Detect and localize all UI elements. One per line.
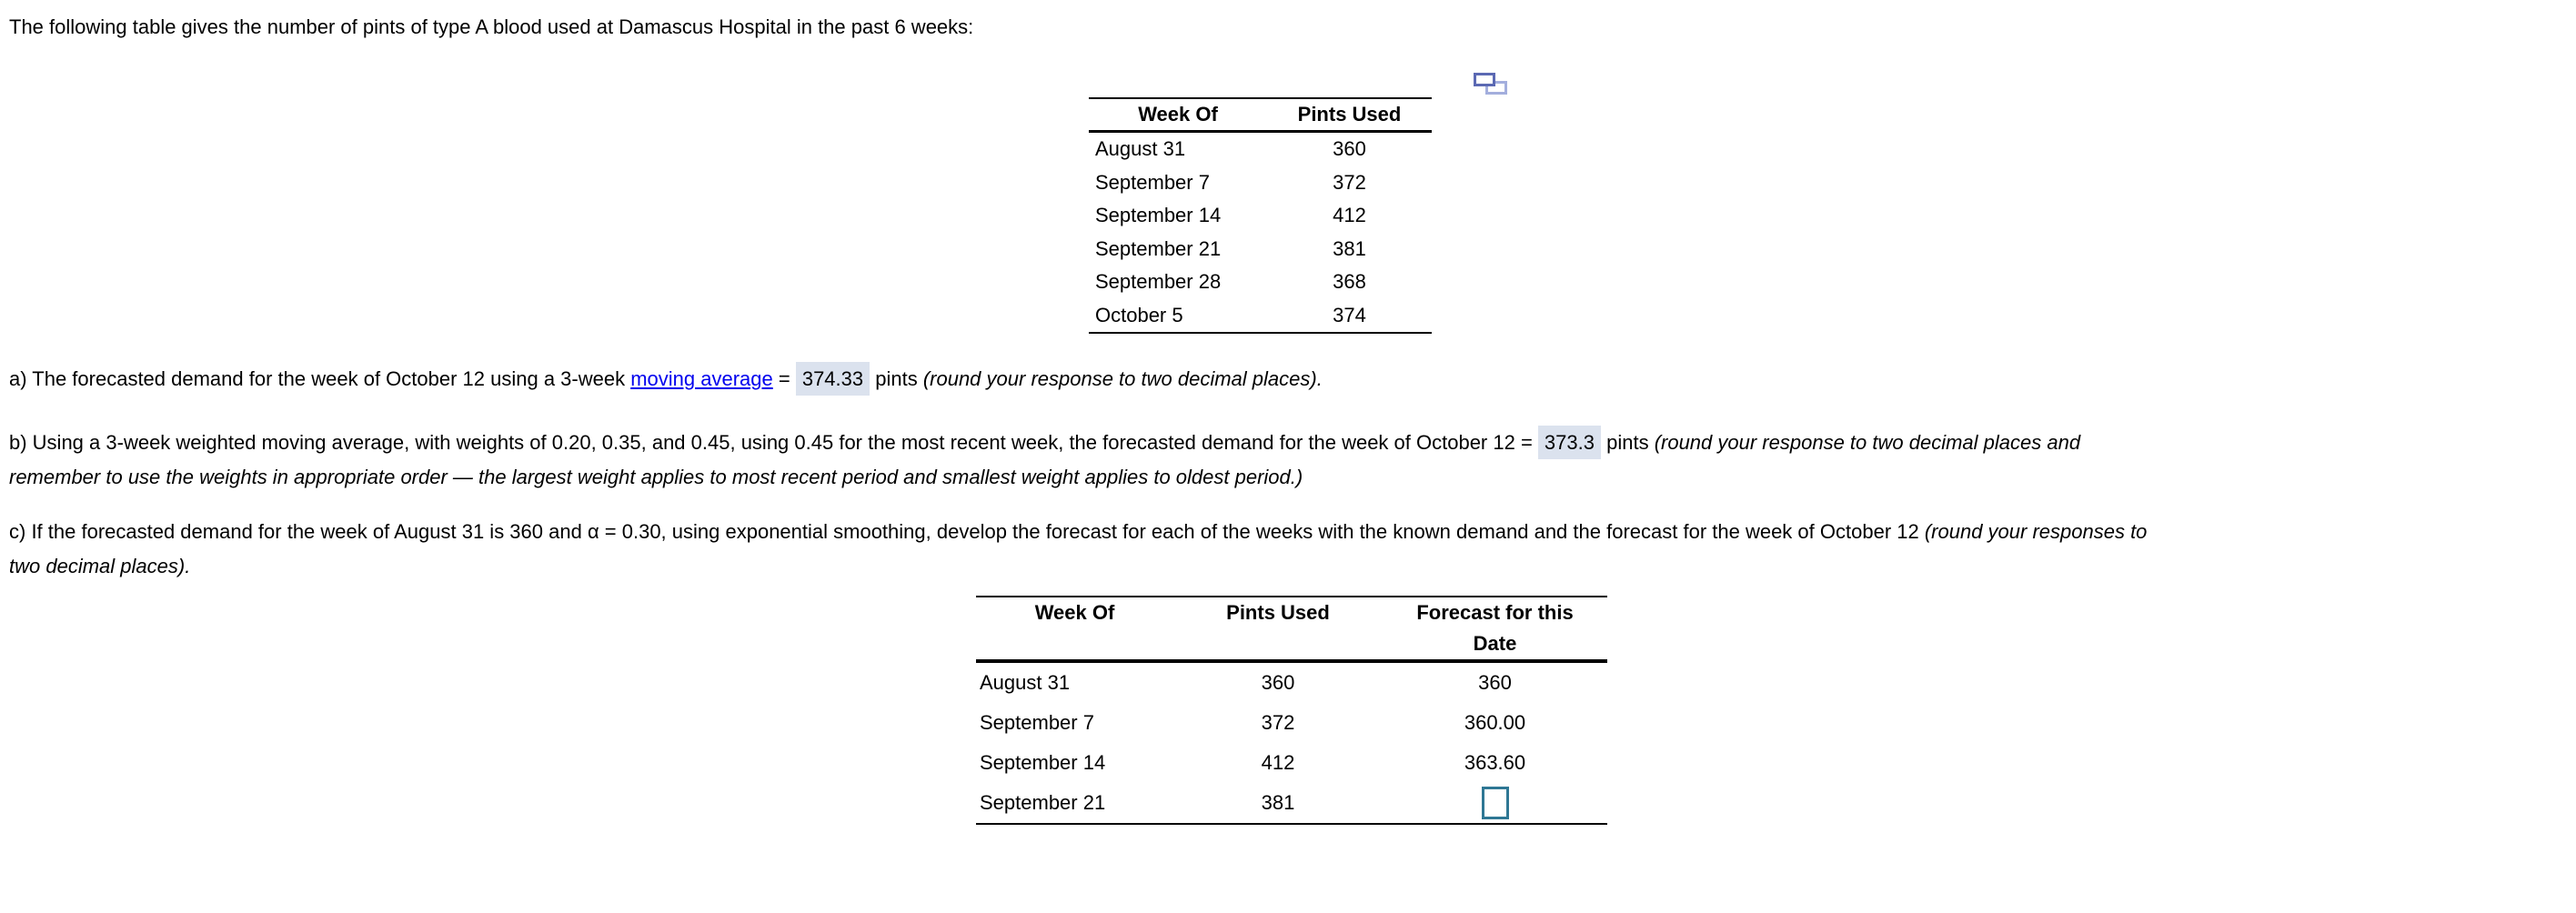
forecast-table: Week Of Pints Used Forecast for this Dat… [976,596,1607,825]
week-cell: September 7 [980,711,1094,734]
week-cell: October 5 [1095,303,1183,326]
table-row: September 21 381 [976,783,1607,823]
week-cell: September 14 [980,751,1106,774]
answer-field-b[interactable]: 373.3 [1537,426,1601,459]
part-a-text: a) The forecasted demand for the week of… [9,362,2576,396]
part-a-prefix: a) The forecasted demand for the week of… [9,367,631,390]
week-cell: September 28 [1095,270,1222,294]
week-cell: August 31 [980,671,1071,694]
forecast-cell [1383,787,1607,819]
pints-cell: 372 [1261,711,1295,734]
pints-used-header: Pints Used [1226,601,1330,624]
part-b-unit: pints [1600,431,1655,454]
part-c-text: c) If the forecasted demand for the week… [9,515,2576,584]
table-header-row: Week Of Pints Used [1089,99,1432,133]
part-a-note: (round your response to two decimal plac… [922,367,1323,390]
table-header-row: Week Of Pints Used Forecast for this Dat… [976,597,1607,663]
pints-cell: 412 [1261,751,1295,774]
table-row: August 31 360 [1089,133,1432,166]
table-row: September 14 412 [1089,199,1432,233]
pints-cell: 381 [1261,791,1295,814]
part-c-prefix: c) If the forecasted demand for the week… [9,520,1925,543]
pints-cell: 372 [1333,170,1366,194]
moving-average-link[interactable]: moving average [630,367,773,390]
pints-cell: 412 [1333,204,1366,227]
forecast-cell: 360.00 [1464,711,1526,734]
forecast-cell: 363.60 [1464,751,1526,774]
pints-used-header: Pints Used [1297,103,1402,125]
pints-cell: 360 [1333,137,1366,161]
question-intro: The following table gives the number of … [9,15,974,38]
week-cell: September 7 [1095,170,1210,194]
table-row: October 5 374 [1089,299,1432,333]
week-cell: August 31 [1095,137,1186,161]
part-c-note-line2: two decimal places). [9,555,191,577]
table-row: September 21 381 [1089,233,1432,266]
equals-sign: = [772,367,796,390]
part-c-note-line1: (round your responses to [1924,520,2148,543]
forecast-cell: 360 [1478,671,1512,694]
week-cell: September 21 [980,791,1106,814]
part-b-note-line2: remember to use the weights in appropria… [9,466,1303,488]
answer-field-a[interactable]: 374.33 [795,362,870,396]
part-b-text: b) Using a 3-week weighted moving averag… [9,426,2576,495]
blood-usage-table: Week Of Pints Used August 31 360 Septemb… [1089,97,1432,334]
pints-cell: 381 [1333,236,1366,260]
part-b-note-line1: (round your response to two decimal plac… [1654,431,2081,454]
forecast-answer-input[interactable] [1481,787,1509,819]
table-row: September 14 412 363.60 [976,743,1607,783]
table-row: August 31 360 360 [976,663,1607,703]
table-row: September 7 372 360.00 [976,703,1607,743]
forecast-header: Forecast for this Date [1416,601,1574,655]
week-of-header: Week Of [1034,601,1115,624]
week-of-header: Week Of [1138,103,1218,125]
part-a-unit: pints [870,367,923,390]
week-cell: September 14 [1095,204,1222,227]
copy-icon-front-square [1474,73,1495,86]
copy-table-icon[interactable] [1474,73,1514,100]
week-cell: September 21 [1095,236,1222,260]
pints-cell: 360 [1261,671,1295,694]
pints-cell: 368 [1333,270,1366,294]
pints-cell: 374 [1333,303,1366,326]
table-row: September 7 372 [1089,166,1432,200]
part-b-prefix: b) Using a 3-week weighted moving averag… [9,431,1538,454]
table-row: September 28 368 [1089,266,1432,299]
